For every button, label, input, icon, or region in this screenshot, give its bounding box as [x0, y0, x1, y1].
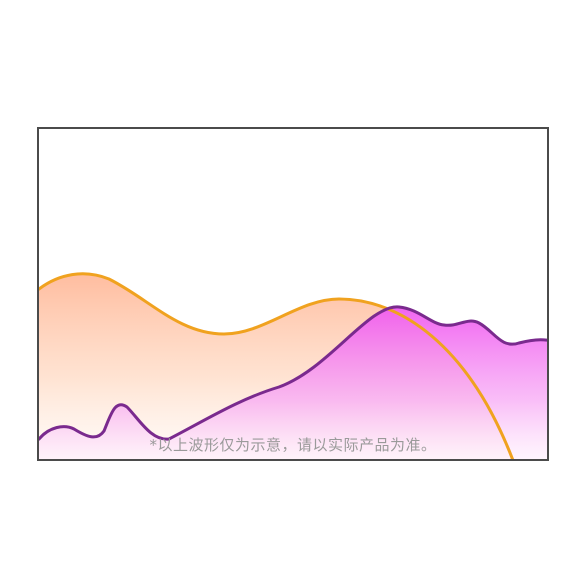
waveform-graphic [39, 272, 547, 459]
purple-wave-area [39, 306, 547, 459]
purple-wave-line [39, 305, 547, 441]
orange-wave-line [39, 272, 515, 459]
waveform-frame: *以上波形仅为示意，请以实际产品为准。 [37, 127, 549, 461]
disclaimer-caption: *以上波形仅为示意，请以实际产品为准。 [149, 436, 437, 454]
